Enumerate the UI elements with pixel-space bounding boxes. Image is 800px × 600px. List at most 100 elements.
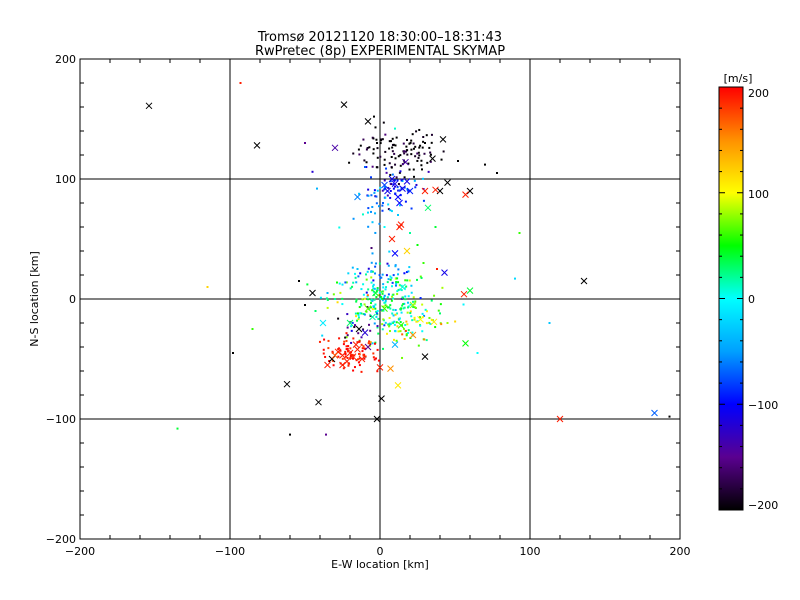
y-tick-label: −100 — [46, 413, 76, 426]
data-cross — [409, 301, 417, 309]
data-dot — [365, 148, 368, 151]
data-dot — [384, 321, 387, 324]
data-dot — [371, 205, 374, 208]
data-cross — [253, 142, 261, 149]
data-dot — [345, 348, 348, 351]
data-dot — [409, 141, 412, 144]
data-dot — [416, 278, 419, 281]
data-dot — [407, 331, 410, 334]
data-dot — [405, 145, 408, 148]
data-dot — [389, 275, 392, 278]
data-dot — [353, 326, 356, 329]
data-dot — [394, 127, 396, 130]
data-dot — [367, 211, 369, 214]
data-dot — [421, 168, 423, 171]
data-dot — [364, 166, 366, 168]
data-dot — [368, 323, 371, 326]
data-dot — [390, 210, 393, 213]
data-dot — [386, 332, 389, 335]
data-dot — [352, 369, 355, 372]
data-dot — [377, 317, 380, 320]
data-dot — [429, 160, 432, 163]
data-dot — [357, 332, 360, 335]
data-cross — [352, 341, 360, 348]
data-dot — [366, 270, 369, 273]
data-cross — [324, 361, 331, 369]
data-dot — [410, 207, 413, 210]
data-cross — [373, 415, 381, 423]
data-dot — [410, 315, 413, 318]
data-dot — [372, 305, 375, 308]
data-dot — [419, 144, 422, 147]
data-dot — [349, 356, 352, 359]
data-dot — [396, 312, 399, 315]
colorbar-tick-label: 100 — [748, 188, 769, 201]
data-dot — [361, 298, 364, 301]
data-dot — [423, 338, 426, 341]
data-dot — [402, 307, 405, 310]
data-dot — [347, 345, 350, 348]
data-dot — [366, 295, 369, 298]
data-dot — [395, 339, 398, 342]
data-cross — [343, 358, 351, 365]
data-dot — [396, 325, 399, 328]
y-tick-label: −200 — [46, 533, 76, 546]
data-dot — [388, 324, 391, 327]
data-dot — [372, 152, 375, 155]
data-dot — [357, 358, 360, 361]
data-dot — [339, 291, 342, 294]
data-dot — [383, 179, 386, 182]
data-dot — [382, 283, 385, 286]
data-cross — [466, 187, 474, 195]
data-dot — [355, 359, 358, 362]
data-dot — [394, 264, 397, 267]
data-dot — [372, 285, 375, 288]
data-dot — [371, 289, 374, 292]
data-dot — [289, 433, 291, 436]
data-dot — [411, 133, 414, 136]
data-dot — [668, 415, 671, 418]
data-dot — [364, 347, 367, 350]
data-dot — [398, 171, 401, 174]
data-dot — [368, 340, 371, 343]
data-dot — [375, 357, 378, 360]
data-dot — [398, 204, 401, 207]
data-dot — [350, 325, 353, 328]
data-dot — [400, 179, 403, 182]
data-dot — [514, 277, 516, 280]
data-dot — [405, 333, 408, 336]
data-dot — [360, 288, 363, 291]
y-axis-label: N-S location [km] — [28, 251, 41, 347]
data-dot — [417, 344, 420, 347]
data-dot — [386, 262, 389, 265]
data-dot — [332, 293, 335, 296]
data-dot — [428, 316, 431, 319]
data-cross — [346, 319, 354, 327]
data-dot — [389, 209, 392, 212]
colorbar-tick-label: 0 — [748, 293, 755, 306]
data-dot — [326, 292, 329, 294]
data-dot — [387, 208, 390, 211]
data-dot — [411, 319, 414, 322]
data-dot — [401, 163, 404, 166]
data-dot — [392, 187, 395, 190]
data-dot — [392, 314, 395, 317]
data-dot — [337, 317, 340, 320]
data-dot — [376, 348, 379, 351]
data-dot — [379, 139, 382, 142]
data-dot — [374, 265, 377, 268]
data-dot — [401, 296, 404, 299]
data-dot — [376, 147, 379, 150]
data-cross — [309, 289, 316, 297]
data-dot — [398, 317, 401, 320]
data-dot — [415, 130, 418, 133]
data-dot — [370, 298, 373, 301]
x-tick-label: 0 — [377, 545, 384, 558]
data-dot — [388, 322, 391, 325]
grid-lines — [80, 59, 680, 539]
data-dot — [376, 325, 379, 328]
data-dot — [365, 166, 368, 169]
data-dot — [421, 330, 424, 333]
data-dot — [394, 277, 397, 280]
data-dot — [414, 186, 417, 189]
